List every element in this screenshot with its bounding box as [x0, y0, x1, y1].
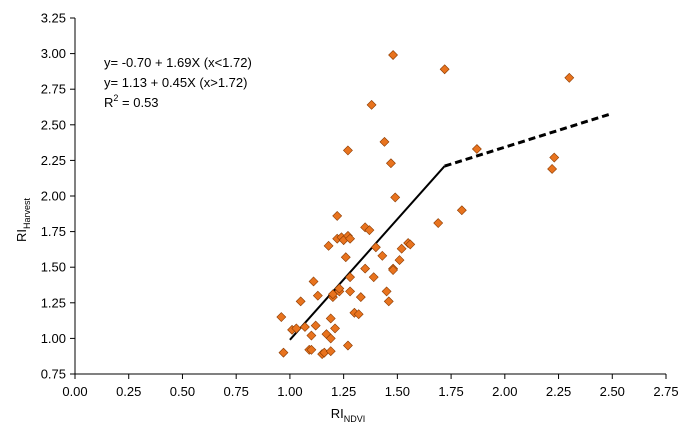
fit-line-solid	[289, 165, 446, 341]
equation-annotations: y= -0.70 + 1.69X (x<1.72) y= 1.13 + 0.45…	[104, 55, 252, 110]
data-point	[300, 322, 310, 332]
y-axis-title: RIHarvest	[14, 198, 32, 243]
data-point	[383, 296, 394, 307]
data-point	[471, 144, 482, 154]
data-point	[325, 313, 336, 324]
y-tick-label: 3.25	[41, 11, 66, 26]
data-point	[364, 225, 375, 236]
y-tick-label: 3.00	[41, 46, 66, 61]
data-point	[390, 192, 401, 203]
data-point	[306, 344, 317, 355]
x-tick-label: 0.75	[224, 384, 249, 399]
data-point	[456, 205, 467, 216]
data-point	[330, 323, 340, 334]
data-point	[394, 255, 405, 266]
equation-line-2: y= 1.13 + 0.45X (x>1.72)	[104, 75, 247, 90]
y-tick-label: 2.00	[41, 189, 66, 204]
x-tick-label: 2.00	[492, 384, 517, 399]
y-axis-title-main: RI	[14, 229, 29, 242]
y-tick-label: 0.75	[41, 367, 66, 382]
data-point	[366, 99, 377, 110]
data-point	[308, 276, 319, 287]
x-tick-label: 1.75	[438, 384, 463, 399]
data-point	[345, 286, 356, 297]
data-point	[334, 283, 345, 294]
data-point	[343, 340, 353, 351]
y-axis: 0.75 1.00 1.25 1.50 1.75 2.00 2.25 2.50 2.75 3.00…	[41, 11, 75, 382]
y-axis-title-sub: Harvest	[22, 198, 32, 230]
x-axis-title-main: RI	[331, 406, 344, 421]
x-tick-label: 1.50	[385, 384, 410, 399]
equation-line-1: y= -0.70 + 1.69X (x<1.72)	[104, 55, 252, 70]
y-tick-label: 2.75	[41, 82, 66, 97]
data-point	[385, 158, 396, 169]
data-point	[291, 323, 302, 334]
plot-area	[74, 18, 666, 375]
x-tick-label: 0.00	[62, 384, 87, 399]
data-point	[396, 243, 407, 254]
data-point	[306, 330, 317, 341]
data-point	[345, 233, 356, 244]
data-point	[355, 292, 366, 303]
data-point	[323, 240, 334, 251]
data-point	[439, 64, 450, 75]
y-tick-label: 1.75	[41, 224, 66, 239]
data-point	[388, 50, 398, 60]
data-point	[370, 242, 381, 253]
data-point	[433, 218, 444, 228]
data-point	[325, 333, 336, 344]
y-tick-label: 1.25	[41, 295, 66, 310]
data-point	[343, 145, 353, 156]
data-point	[345, 272, 356, 283]
data-point	[310, 320, 321, 331]
y-tick-label: 2.25	[41, 153, 66, 168]
x-tick-label: 1.25	[331, 384, 356, 399]
x-tick-label: 2.25	[546, 384, 571, 399]
x-tick-label: 1.00	[277, 384, 302, 399]
y-tick-label: 2.50	[41, 117, 66, 132]
r-squared-symbol: R	[104, 95, 113, 110]
data-point	[340, 252, 351, 263]
data-point	[381, 286, 392, 297]
data-point	[295, 296, 306, 307]
data-points	[276, 50, 575, 359]
data-point	[549, 152, 560, 163]
data-point	[312, 290, 323, 301]
data-point	[353, 309, 364, 320]
x-tick-label: 2.75	[653, 384, 678, 399]
x-axis-title: RINDVI	[331, 406, 366, 424]
data-point	[377, 250, 388, 261]
data-point	[564, 72, 575, 83]
fit-lines	[289, 111, 613, 341]
fit-line-dashed	[444, 111, 613, 168]
y-tick-label: 1.00	[41, 331, 66, 346]
x-axis-title-sub: NDVI	[344, 414, 366, 424]
data-point	[278, 347, 289, 358]
data-point	[388, 265, 398, 275]
y-tick-label: 1.50	[41, 260, 66, 275]
r-squared-label: R2 = 0.53	[104, 93, 159, 110]
r-squared-superscript: 2	[113, 93, 118, 103]
data-point	[325, 346, 336, 357]
x-axis: 0.00 0.25 0.50 0.75 1.00 1.25 1.50 1.75 2.00 2.25…	[62, 374, 679, 399]
data-point	[360, 263, 371, 274]
data-point	[332, 211, 343, 221]
data-point	[405, 239, 416, 250]
data-point	[368, 272, 379, 283]
data-point	[547, 164, 558, 174]
x-tick-label: 0.50	[170, 384, 195, 399]
x-tick-label: 2.50	[600, 384, 625, 399]
r-squared-value: = 0.53	[118, 95, 158, 110]
data-point	[276, 312, 287, 322]
data-point	[379, 136, 390, 147]
x-tick-label: 0.25	[116, 384, 141, 399]
